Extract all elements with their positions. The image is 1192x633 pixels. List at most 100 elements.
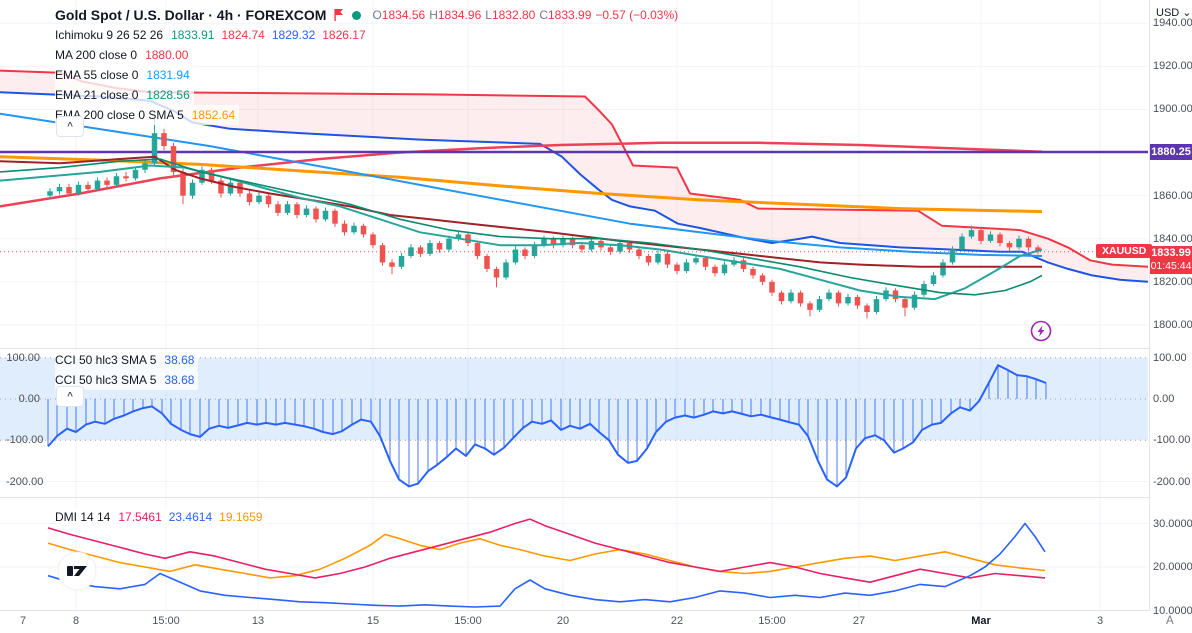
candle-body	[313, 208, 319, 220]
time-tick: Mar	[971, 615, 991, 627]
candle-body	[484, 255, 490, 269]
tradingview-logo[interactable]	[57, 551, 97, 591]
cci-legend-row[interactable]: CCI 50 hlc3 SMA 5 38.68	[55, 370, 199, 390]
overlay-line	[0, 141, 1043, 208]
candle-body	[512, 249, 519, 263]
candle-body	[151, 133, 158, 164]
candle-body	[987, 234, 994, 241]
cci-left-tick: 100.00	[6, 351, 40, 364]
market-status-dot[interactable]	[352, 10, 362, 20]
dmi-legend: DMI 14 14 17.5461 23.4614 19.1659	[55, 507, 267, 527]
pane-collapse-button-cci[interactable]: ^	[56, 386, 84, 407]
candle-body	[873, 299, 880, 313]
indicator-row[interactable]: EMA 55 close 0 1831.94	[55, 65, 194, 85]
dmi-legend-row[interactable]: DMI 14 14 17.5461 23.4614 19.1659	[55, 507, 267, 527]
candle-body	[170, 146, 177, 172]
ohlc-item: O1834.56	[372, 8, 426, 22]
candle-body	[607, 247, 614, 252]
last-price-badge: 1833.99 01:45:44	[1150, 245, 1192, 274]
candle-body	[408, 247, 414, 256]
ohlc-item: L1832.80	[485, 8, 536, 22]
axis-settings-corner[interactable]: A	[1166, 615, 1174, 627]
indicator-row[interactable]: Ichimoku 9 26 52 26 1833.91 1824.74 1829.32…	[55, 25, 370, 45]
candle-body	[503, 262, 509, 278]
candle-body	[674, 264, 680, 272]
cci-left-tick: -200.00	[6, 475, 44, 488]
candle-body	[275, 204, 281, 213]
candle-body	[104, 180, 110, 185]
symbol-title-row[interactable]: Gold Spot / U.S. Dollar · 4h · FOREXCOM …	[55, 5, 678, 25]
indicator-row[interactable]: MA 200 close 0 1880.00	[55, 45, 193, 65]
price-tick: 1840.00	[1153, 232, 1192, 245]
candle-body	[740, 260, 747, 269]
candle-body	[522, 249, 528, 256]
candle-body	[930, 275, 937, 284]
candle-body	[322, 210, 329, 220]
candle-body	[541, 238, 547, 246]
candle-body	[265, 195, 272, 205]
candle-body	[294, 204, 300, 216]
candle-body	[721, 264, 728, 274]
price-tick: 1820.00	[1153, 275, 1192, 288]
dmi-plus-di-line	[47, 522, 1046, 608]
candle-body	[826, 292, 832, 300]
candle-body	[446, 238, 452, 250]
candle-body	[845, 296, 851, 304]
lightning-icon[interactable]	[1029, 319, 1053, 343]
time-tick: 15	[366, 615, 380, 627]
candle-body	[683, 262, 690, 272]
dmi-minus-di-line	[47, 518, 1046, 584]
cci-legend-row[interactable]: CCI 50 hlc3 SMA 5 38.68	[55, 350, 199, 370]
candle-body	[712, 266, 718, 274]
candle-body	[702, 258, 709, 267]
cci-left-tick: -100.00	[6, 434, 44, 447]
candle-body	[455, 234, 462, 239]
candle-body	[769, 281, 775, 293]
candle-body	[465, 234, 471, 244]
candle-body	[978, 230, 984, 241]
time-tick: 13	[251, 615, 265, 627]
cci-axis-tick: 0.00	[1153, 393, 1175, 405]
candle-body	[199, 169, 205, 183]
candle-body	[474, 243, 481, 256]
time-tick: 15:00	[152, 615, 180, 627]
indicator-row[interactable]: EMA 200 close 0 SMA 5 1852.64	[55, 105, 240, 125]
candle-body	[66, 187, 72, 194]
candle-body	[284, 204, 291, 213]
candle-body	[807, 303, 813, 310]
candle-body	[398, 255, 405, 267]
ohlc-values: O1834.56 H1834.96 L1832.80 C1833.99 −0.57 (−…	[372, 8, 678, 22]
candle-body	[902, 299, 908, 308]
overlay-line	[0, 112, 1043, 257]
candle-body	[759, 275, 766, 282]
candle-body	[645, 255, 652, 263]
overlay-line	[0, 155, 1042, 268]
dmi-axis-tick: 30.0000	[1153, 517, 1192, 530]
candle-body	[550, 238, 557, 246]
candle-body	[113, 176, 120, 185]
candle-body	[351, 225, 357, 233]
time-tick: 15:00	[454, 615, 482, 627]
candle-body	[341, 223, 348, 233]
candle-body	[1025, 238, 1032, 248]
candle-body	[123, 176, 129, 179]
price-axis[interactable]: USD ⌄ 1940.00 1920.00 1900.00 1860.00 1840.0…	[1150, 0, 1192, 633]
time-axis[interactable]: 7 8 15:00 13 15 15:00 20 22 15:00 27 Mar 3	[0, 611, 1192, 633]
time-tick: 8	[72, 615, 80, 627]
symbol-price-tag: XAUUSD	[1096, 243, 1153, 258]
candle-body	[617, 243, 623, 252]
candle-body	[911, 294, 918, 308]
candle-body	[132, 169, 139, 179]
indicator-row[interactable]: EMA 21 close 0 1828.56	[55, 85, 194, 105]
symbol-title[interactable]: Gold Spot / U.S. Dollar · 4h · FOREXCOM	[55, 7, 327, 23]
candle-body	[379, 245, 386, 263]
time-tick: 22	[670, 615, 684, 627]
pane-collapse-button-main[interactable]: ^	[56, 116, 84, 137]
time-tick: 20	[556, 615, 570, 627]
candle-body	[949, 249, 956, 263]
candle-body	[997, 234, 1003, 244]
candle-body	[1016, 238, 1022, 248]
candle-body	[588, 240, 595, 250]
flag-icon[interactable]	[333, 8, 345, 22]
currency-dropdown[interactable]: USD ⌄	[1156, 7, 1192, 19]
